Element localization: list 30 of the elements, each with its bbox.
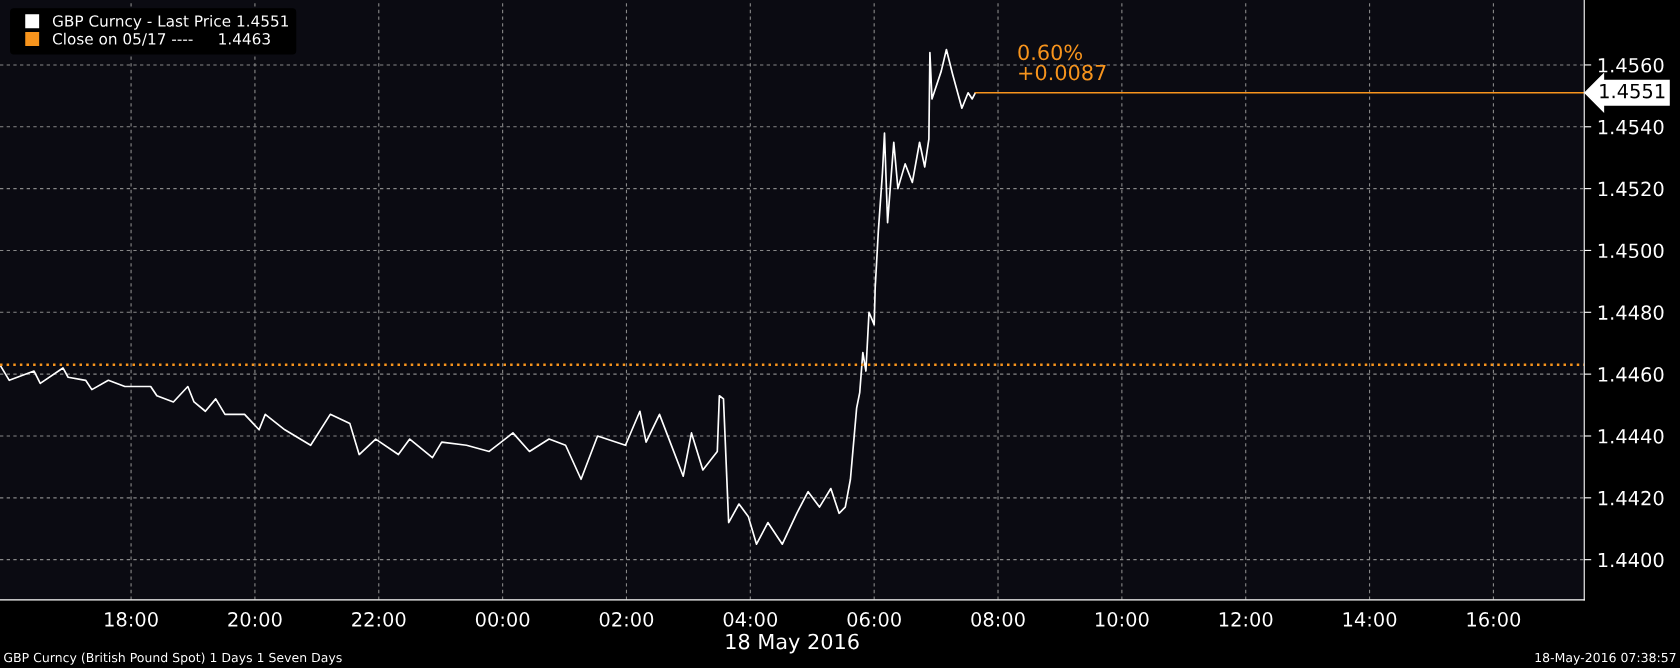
y-tick-label: 1.4500 (1598, 243, 1664, 259)
legend-label: GBP Curncy - Last Price 1.4551 (52, 14, 289, 30)
x-tick-label: 00:00 (475, 612, 530, 627)
text: GBP Curncy (British Pound Spot) 1 Days 1 Seven Days (4, 652, 342, 665)
y-tick-label: 1.4460 (1598, 367, 1664, 382)
x-tick-label: 20:00 (228, 612, 282, 627)
y-tick-label: 1.4420 (1598, 490, 1664, 506)
x-tick-label: 12:00 (1219, 612, 1273, 627)
x-tick-label: 04:00 (723, 612, 778, 627)
x-tick-label: 08:00 (971, 612, 1025, 627)
x-tick-label: 18:00 (105, 612, 158, 627)
text: 18-May-2016 07:38:57 (1535, 652, 1676, 665)
text: 1.4551 (1600, 83, 1665, 99)
x-tick-label: 10:00 (1095, 612, 1149, 627)
y-tick-label: 1.4440 (1598, 428, 1664, 444)
y-tick-label: 1.4400 (1598, 552, 1664, 568)
line-series (0, 48, 977, 546)
annotation: 0.60% (1018, 44, 1083, 61)
annotation: +0.0087 (1019, 64, 1106, 81)
x-axis-title: 18 May 2016 (726, 633, 859, 654)
x-tick-label: 14:00 (1343, 612, 1397, 627)
legend-label: Close on 05/17 ---- 1.4463 (52, 32, 270, 46)
y-tick-label: 1.4560 (1598, 57, 1664, 73)
y-tick-label: 1.4540 (1598, 119, 1664, 135)
x-tick-label: 22:00 (352, 612, 406, 627)
x-tick-label: 02:00 (599, 612, 654, 627)
x-tick-label: 16:00 (1467, 612, 1521, 627)
x-tick-label: 06:00 (847, 612, 901, 627)
y-tick-label: 1.4520 (1598, 181, 1664, 197)
y-tick-label: 1.4480 (1598, 305, 1664, 320)
